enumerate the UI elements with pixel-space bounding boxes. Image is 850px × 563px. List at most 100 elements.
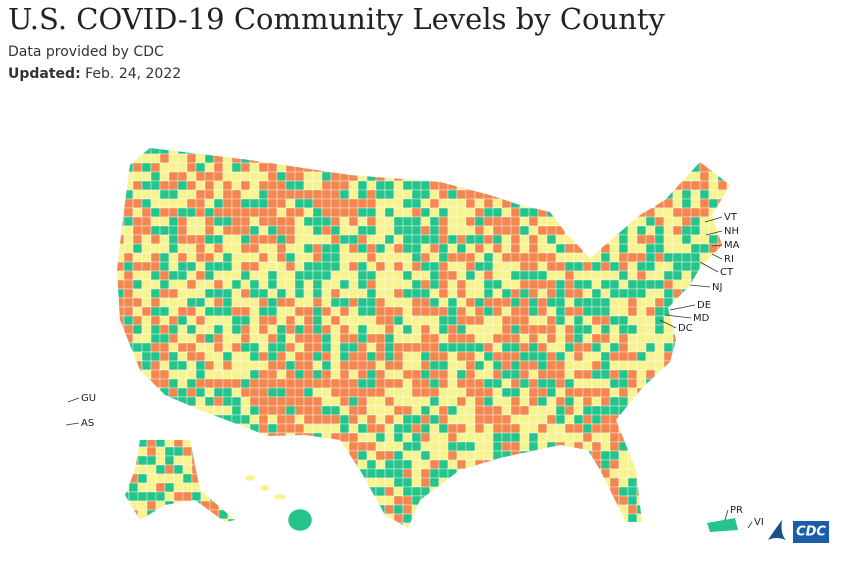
county	[474, 306, 485, 317]
county	[465, 225, 476, 236]
county	[465, 216, 476, 227]
county	[546, 351, 557, 362]
county	[546, 387, 557, 398]
county	[123, 513, 134, 524]
county	[681, 216, 692, 227]
county	[690, 414, 701, 425]
county	[117, 504, 125, 515]
county	[366, 495, 377, 506]
county	[510, 162, 521, 173]
county	[204, 342, 215, 353]
county	[285, 414, 296, 425]
county	[736, 172, 745, 181]
county	[348, 180, 359, 191]
county	[267, 171, 278, 182]
county	[330, 252, 341, 263]
county	[330, 171, 341, 182]
county	[204, 207, 215, 218]
county	[294, 405, 305, 416]
county	[330, 180, 341, 191]
county	[168, 396, 179, 407]
county	[456, 207, 467, 218]
county	[474, 495, 485, 506]
county	[627, 297, 638, 308]
county	[177, 306, 188, 317]
county	[456, 180, 467, 191]
county	[736, 289, 745, 298]
county	[582, 378, 593, 389]
county	[186, 261, 197, 272]
county	[366, 441, 377, 452]
county	[393, 441, 404, 452]
county	[240, 513, 251, 524]
county	[672, 207, 683, 218]
county	[510, 216, 521, 227]
county	[195, 450, 206, 461]
county	[717, 423, 728, 434]
county	[366, 243, 377, 254]
county	[375, 180, 386, 191]
county	[645, 351, 656, 362]
county	[510, 396, 521, 407]
county	[420, 387, 431, 398]
county	[645, 180, 656, 191]
county	[672, 288, 683, 299]
county	[736, 163, 745, 172]
county	[312, 189, 323, 200]
county	[231, 432, 242, 443]
county	[546, 288, 557, 299]
county	[474, 522, 485, 528]
county	[128, 446, 139, 457]
county	[627, 288, 638, 299]
county	[231, 261, 242, 272]
county	[465, 162, 476, 173]
county	[456, 252, 467, 263]
county	[177, 171, 188, 182]
county	[663, 279, 674, 290]
county	[465, 252, 476, 263]
county	[384, 387, 395, 398]
county	[191, 440, 202, 448]
county	[429, 216, 440, 227]
county	[627, 189, 638, 200]
county	[546, 162, 557, 173]
county	[195, 441, 206, 452]
county	[510, 486, 521, 497]
county	[146, 500, 157, 511]
county	[429, 414, 440, 425]
county	[690, 162, 701, 173]
county	[573, 216, 584, 227]
county	[132, 351, 143, 362]
county	[645, 153, 656, 164]
county	[555, 306, 566, 317]
county	[420, 333, 431, 344]
county	[303, 162, 314, 173]
county	[501, 261, 512, 272]
county	[609, 414, 620, 425]
county	[627, 342, 638, 353]
hawaii	[244, 474, 313, 532]
county	[150, 261, 161, 272]
county	[330, 279, 341, 290]
county	[708, 450, 719, 461]
county	[492, 252, 503, 263]
source: Data provided by CDC	[8, 44, 164, 60]
county	[177, 423, 188, 434]
county	[591, 252, 602, 263]
county	[591, 486, 602, 497]
county	[447, 486, 458, 497]
county	[546, 207, 557, 218]
county	[690, 234, 701, 245]
county	[429, 297, 440, 308]
county	[663, 225, 674, 236]
county	[312, 486, 323, 497]
county	[132, 261, 143, 272]
county	[249, 171, 260, 182]
county	[537, 148, 548, 155]
county	[672, 225, 683, 236]
county	[150, 225, 161, 236]
county	[483, 450, 494, 461]
county	[141, 171, 152, 182]
county	[159, 360, 170, 371]
county	[117, 162, 125, 173]
